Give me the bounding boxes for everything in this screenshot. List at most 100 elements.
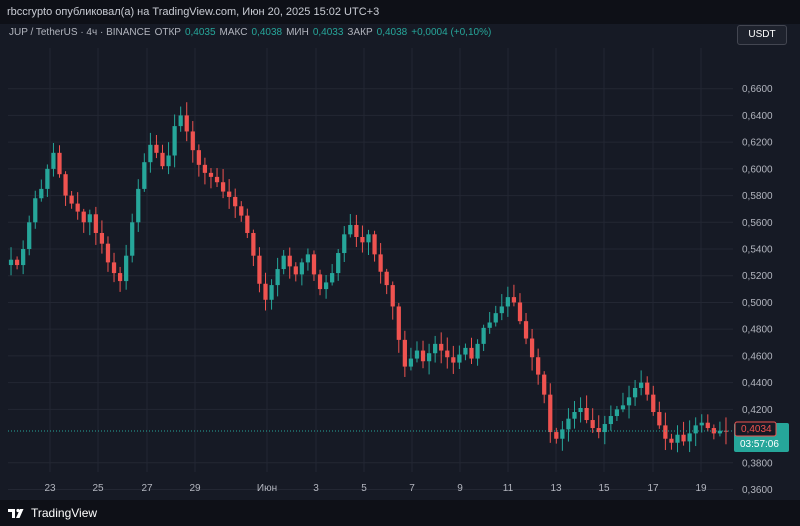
candle[interactable]	[384, 268, 389, 295]
candle[interactable]	[160, 144, 165, 170]
candle[interactable]	[311, 250, 317, 281]
candle[interactable]	[8, 247, 14, 276]
candle[interactable]	[124, 244, 129, 290]
candle[interactable]	[657, 401, 662, 429]
tradingview-logo-icon[interactable]	[8, 507, 26, 519]
candle[interactable]	[75, 192, 80, 220]
candle[interactable]	[469, 337, 474, 364]
candle[interactable]	[681, 421, 686, 446]
candle[interactable]	[220, 169, 226, 199]
candle[interactable]	[148, 132, 153, 173]
candle[interactable]	[336, 248, 341, 281]
candle[interactable]	[699, 414, 704, 433]
candle[interactable]	[457, 345, 462, 369]
candle[interactable]	[651, 385, 656, 416]
candle[interactable]	[554, 427, 559, 444]
candle[interactable]	[511, 284, 517, 307]
candle[interactable]	[105, 236, 111, 272]
candle[interactable]	[263, 272, 268, 311]
tradingview-brand[interactable]: TradingView	[31, 506, 98, 520]
symbol-label[interactable]: JUP / TetherUS · 4ч · BINANCE	[9, 27, 151, 38]
candle[interactable]	[669, 433, 674, 450]
candle[interactable]	[499, 294, 504, 321]
candle[interactable]	[251, 229, 256, 267]
candle[interactable]	[190, 121, 195, 163]
candle[interactable]	[614, 405, 620, 421]
candle[interactable]	[408, 347, 414, 371]
candle[interactable]	[87, 209, 92, 236]
candle[interactable]	[57, 145, 62, 178]
candle[interactable]	[348, 214, 353, 238]
candle[interactable]	[536, 348, 541, 385]
currency-unit-button[interactable]: USDT	[737, 25, 787, 45]
candle[interactable]	[517, 293, 523, 325]
candle[interactable]	[184, 102, 189, 142]
candle[interactable]	[445, 337, 450, 369]
candle[interactable]	[178, 106, 183, 132]
candle[interactable]	[372, 230, 377, 262]
candle[interactable]	[39, 179, 44, 202]
candle[interactable]	[632, 379, 638, 406]
candle[interactable]	[578, 397, 583, 423]
candle[interactable]	[27, 215, 32, 256]
candle[interactable]	[33, 190, 38, 229]
candle[interactable]	[487, 311, 492, 334]
candle[interactable]	[354, 214, 359, 247]
candle[interactable]	[620, 392, 626, 413]
candle[interactable]	[711, 424, 716, 440]
candle[interactable]	[21, 240, 26, 275]
candle[interactable]	[529, 328, 535, 371]
candle[interactable]	[317, 269, 323, 296]
candle[interactable]	[299, 258, 304, 286]
candle[interactable]	[269, 279, 274, 310]
candle[interactable]	[117, 266, 123, 292]
candle[interactable]	[608, 405, 613, 431]
candle[interactable]	[136, 179, 141, 232]
candle[interactable]	[239, 201, 244, 222]
candle[interactable]	[81, 208, 86, 233]
candle[interactable]	[396, 302, 401, 353]
candle[interactable]	[130, 213, 135, 263]
candle[interactable]	[548, 383, 553, 443]
candle[interactable]	[166, 142, 171, 175]
candle[interactable]	[63, 171, 68, 206]
candle[interactable]	[366, 229, 371, 256]
candle[interactable]	[693, 417, 698, 447]
candle[interactable]	[142, 153, 147, 192]
candle[interactable]	[481, 324, 486, 352]
candle[interactable]	[111, 252, 117, 283]
candle[interactable]	[505, 286, 510, 317]
candle[interactable]	[305, 248, 311, 271]
candle[interactable]	[45, 164, 50, 197]
candle[interactable]	[330, 264, 335, 286]
candle[interactable]	[687, 420, 692, 453]
candle[interactable]	[99, 220, 105, 254]
candle[interactable]	[196, 144, 201, 177]
candle[interactable]	[202, 157, 208, 185]
candle[interactable]	[639, 370, 644, 396]
candle[interactable]	[433, 335, 438, 363]
candle[interactable]	[154, 134, 159, 159]
candle[interactable]	[51, 142, 56, 177]
candle[interactable]	[323, 274, 329, 299]
candle[interactable]	[675, 425, 680, 453]
candle[interactable]	[426, 343, 432, 375]
candle[interactable]	[590, 408, 595, 433]
candle[interactable]	[705, 414, 710, 432]
candle[interactable]	[584, 395, 589, 424]
candle[interactable]	[560, 421, 565, 451]
candle[interactable]	[402, 330, 407, 377]
candle[interactable]	[275, 257, 280, 297]
candle[interactable]	[69, 190, 74, 209]
candle[interactable]	[342, 226, 347, 263]
candle[interactable]	[172, 114, 177, 168]
candle[interactable]	[596, 415, 601, 439]
candle[interactable]	[542, 371, 547, 404]
candle[interactable]	[287, 247, 292, 279]
candle[interactable]	[281, 250, 286, 275]
candle[interactable]	[566, 408, 571, 442]
candle[interactable]	[439, 332, 444, 364]
candle[interactable]	[626, 385, 632, 419]
candle[interactable]	[214, 168, 220, 188]
candle[interactable]	[717, 421, 723, 437]
